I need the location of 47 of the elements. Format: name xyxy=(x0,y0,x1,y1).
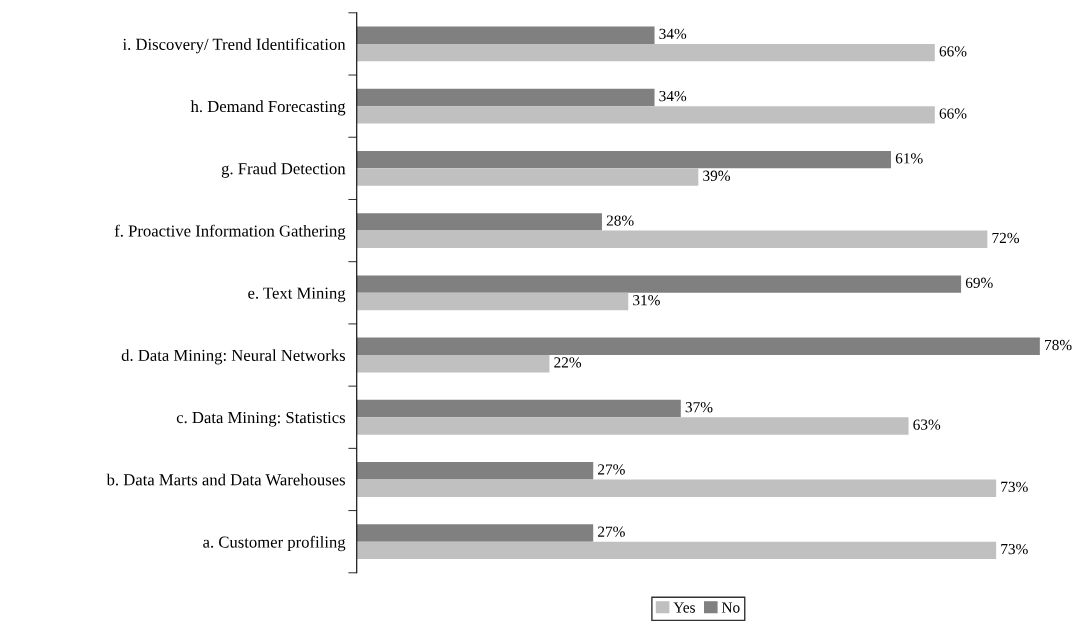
bar xyxy=(356,26,655,44)
data-label: 22% xyxy=(554,357,582,368)
bar xyxy=(356,275,962,293)
data-label: 27% xyxy=(598,464,625,475)
bar xyxy=(356,417,909,435)
bar xyxy=(356,213,602,231)
data-label: 34% xyxy=(659,90,687,102)
y-tick-label: h. Demand Forecasting xyxy=(190,100,346,116)
data-label: 27% xyxy=(598,526,625,537)
bar xyxy=(356,88,655,107)
data-label: 63% xyxy=(913,419,941,430)
bar xyxy=(356,479,997,497)
data-label: 66% xyxy=(939,46,967,57)
y-tick-label: g. Fraud Detection xyxy=(221,162,346,178)
bar xyxy=(356,355,550,373)
data-label: 39% xyxy=(703,170,730,181)
data-label: 61% xyxy=(895,153,923,164)
bar xyxy=(356,337,1040,356)
bar xyxy=(356,106,935,124)
y-tick-label: f. Proactive Information Gathering xyxy=(114,224,346,241)
bar xyxy=(356,541,997,560)
bar xyxy=(356,150,892,169)
legend-label: No xyxy=(721,602,740,613)
data-label: 73% xyxy=(1001,543,1028,555)
y-tick-label: c. Data Mining: Statistics xyxy=(176,411,346,427)
data-label: 66% xyxy=(939,108,967,119)
bar xyxy=(356,292,629,311)
data-label: 31% xyxy=(633,295,660,306)
data-label: 37% xyxy=(685,402,713,413)
data-label: 72% xyxy=(992,232,1020,244)
y-tick-label: e. Text Mining xyxy=(248,287,346,303)
data-label: 78% xyxy=(1045,339,1072,351)
bar xyxy=(356,230,988,248)
y-tick-label: a. Customer profiling xyxy=(203,535,346,552)
bar xyxy=(356,43,935,62)
data-label: 73% xyxy=(1001,481,1028,493)
data-label: 69% xyxy=(965,277,993,288)
y-tick-label: d. Data Mining: Neural Networks xyxy=(121,349,346,365)
bar xyxy=(356,524,594,542)
data-label: 28% xyxy=(606,215,634,226)
bar xyxy=(356,462,594,480)
data-label: 34% xyxy=(659,28,687,40)
y-tick-label: b. Data Marts and Data Warehouses xyxy=(106,473,345,486)
bar xyxy=(356,168,699,186)
legend-label: Yes xyxy=(673,602,695,613)
y-tick-label: i. Discovery/ Trend Identification xyxy=(122,38,346,54)
bar xyxy=(356,399,681,418)
